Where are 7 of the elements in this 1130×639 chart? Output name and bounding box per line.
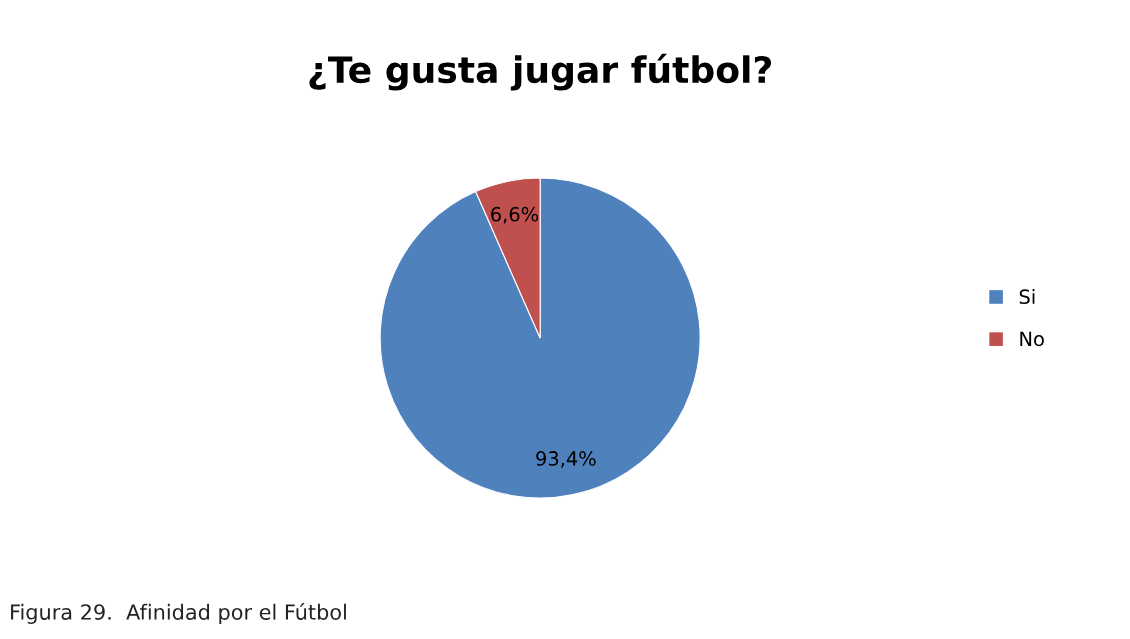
legend-label: No — [1020, 331, 1044, 347]
chart-title: ¿Te gusta jugar fútbol? — [309, 53, 772, 91]
text: Figura 29. Afinidad por el Fútbol — [11, 602, 346, 624]
legend-label: Si — [1019, 289, 1035, 305]
pie-slice — [379, 177, 701, 499]
data-label: 93,4% — [536, 451, 596, 468]
data-label: 6,6% — [491, 206, 539, 224]
